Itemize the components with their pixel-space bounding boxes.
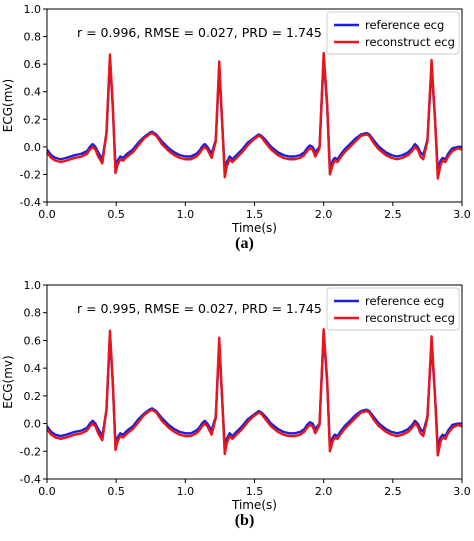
y-tick-label: -0.2 (20, 168, 41, 181)
legend-box (326, 11, 460, 55)
y-tick-label: -0.4 (20, 473, 41, 486)
legend-entry: reconstruct ecg (365, 35, 455, 49)
x-tick-label: 2.0 (315, 485, 333, 498)
reference-ecg-line (47, 333, 462, 449)
x-tick-label: 2.5 (384, 208, 402, 221)
x-tick-label: 0.5 (107, 485, 125, 498)
legend: reference ecg reconstruct ecg (326, 287, 460, 331)
y-axis-label: ECG(mv) (1, 355, 15, 408)
reconstruct-ecg-line (47, 51, 462, 180)
chart-panel-a: 0.0 0.5 1.0 1.5 2.0 2.5 3.0 -0.4 -0.2 0.0 0.2 0.4 0.… (1, 3, 471, 252)
x-axis-label: Time(s) (231, 498, 277, 512)
reference-ecg-line (47, 57, 462, 172)
y-tick-label: -0.4 (20, 196, 41, 209)
metrics-annotation: r = 0.996, RMSE = 0.027, PRD = 1.745 (77, 25, 322, 40)
y-axis-label: ECG(mv) (1, 79, 15, 132)
series-lines (47, 328, 462, 457)
x-tick-label: 3.0 (453, 208, 471, 221)
panel-label: (b) (235, 512, 255, 529)
x-tick-label: 0.5 (107, 208, 125, 221)
y-tick-label: 0.6 (24, 334, 42, 347)
reconstruct-ecg-line (47, 328, 462, 457)
y-tick-label: 0.4 (24, 86, 42, 99)
legend-entry: reference ecg (365, 294, 444, 308)
x-tick-label: 1.0 (177, 208, 195, 221)
y-tick-label: 1.0 (24, 3, 42, 16)
y-tick-label: 0.0 (24, 418, 42, 431)
y-tick-label: 0.2 (24, 390, 42, 403)
x-tick-label: 2.5 (384, 485, 402, 498)
chart-panel-b: 0.0 0.5 1.0 1.5 2.0 2.5 3.0 -0.4 -0.2 0.0 0.2 0.4 0.… (1, 279, 471, 529)
y-tick-label: 0.0 (24, 141, 42, 154)
x-axis-label: Time(s) (231, 221, 277, 235)
y-tick-label: 1.0 (24, 279, 42, 292)
x-tick-label: 3.0 (453, 485, 471, 498)
legend-entry: reference ecg (365, 18, 444, 32)
x-tick-label: 1.0 (177, 485, 195, 498)
x-tick-label: 0.0 (38, 208, 56, 221)
x-tick-label: 1.5 (246, 208, 264, 221)
x-tick-label: 1.5 (246, 485, 264, 498)
x-tick-label: 0.0 (38, 485, 56, 498)
y-tick-label: 0.8 (24, 307, 42, 320)
y-tick-label: 0.4 (24, 362, 42, 375)
y-tick-label: 0.2 (24, 113, 42, 126)
panel-label: (a) (235, 235, 254, 252)
legend: reference ecg reconstruct ecg (326, 11, 460, 55)
x-tick-label: 2.0 (315, 208, 333, 221)
legend-box (326, 287, 460, 331)
y-tick-label: 0.8 (24, 31, 42, 44)
series-lines (47, 51, 462, 180)
y-tick-label: -0.2 (20, 445, 41, 458)
metrics-annotation: r = 0.995, RMSE = 0.027, PRD = 1.745 (77, 301, 322, 316)
legend-entry: reconstruct ecg (365, 311, 455, 325)
y-tick-label: 0.6 (24, 58, 42, 71)
